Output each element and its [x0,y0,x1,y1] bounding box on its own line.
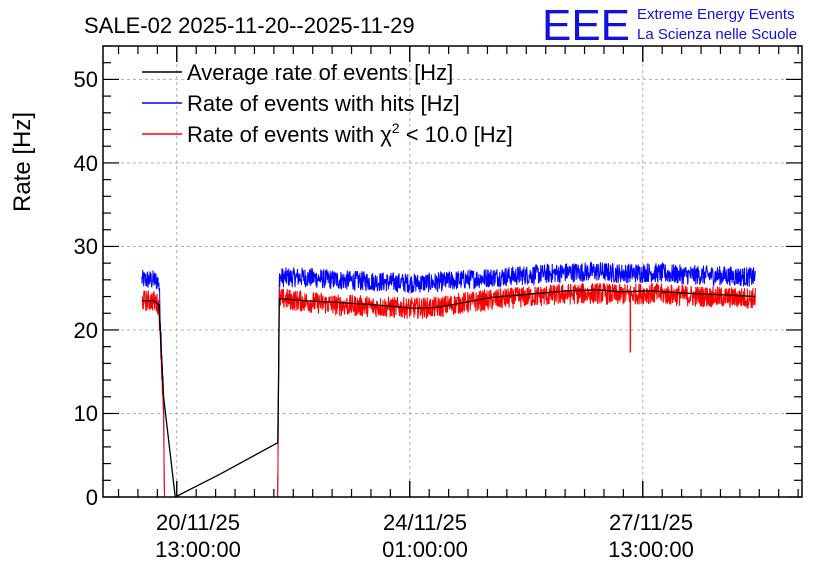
legend-label-hits: Rate of events with hits [Hz] [187,91,460,116]
legend-chi2-symbol: χ [380,122,392,147]
series-average-line [141,289,756,497]
series-chi2-line [141,282,756,497]
x-tick-label-2-time: 01:00:00 [382,537,468,562]
grid-lines [103,46,802,497]
plot-frame [102,45,803,498]
legend-chi2-prefix: Rate of events with [187,122,380,147]
chart-title: SALE-02 2025-11-20--2025-11-29 [84,13,415,38]
x-tick-label-3-date: 27/11/25 [609,510,693,535]
x-tick-label-1-date: 20/11/25 [156,510,240,535]
axis-ticks [103,45,802,498]
y-axis-label: Rate [Hz] [9,112,36,212]
logo-line1: Extreme Energy Events [637,6,795,23]
legend-label-avg: Average rate of events [Hz] [187,60,453,85]
logo-line2: La Scienza nelle Scuole [637,26,797,43]
y-tick-label-0: 0 [86,485,98,510]
eee-logo-mark: EEE [542,1,630,50]
y-tick-label-10: 10 [74,401,98,426]
y-tick-labels: 0 10 20 30 40 50 [74,67,98,510]
x-tick-label-1-time: 13:00:00 [155,537,241,562]
eee-logo: EEE Extreme Energy Events La Scienza nel… [542,1,797,50]
y-tick-label-50: 50 [74,67,98,92]
plot-area [141,260,756,497]
y-tick-label-40: 40 [74,151,98,176]
legend-chi2-superscript: 2 [392,120,400,136]
y-tick-label-20: 20 [74,318,98,343]
legend: Average rate of events [Hz] Rate of even… [142,60,513,147]
x-tick-label-2-date: 24/11/25 [383,510,467,535]
x-tick-label-3-time: 13:00:00 [608,537,694,562]
series-hits-line [141,260,756,497]
legend-chi2-suffix: < 10.0 [Hz] [400,122,513,147]
legend-label-chi2: Rate of events with χ2 < 10.0 [Hz] [187,120,513,147]
y-tick-label-30: 30 [74,234,98,259]
x-tick-labels: 20/11/25 13:00:00 24/11/25 01:00:00 27/1… [155,510,694,562]
